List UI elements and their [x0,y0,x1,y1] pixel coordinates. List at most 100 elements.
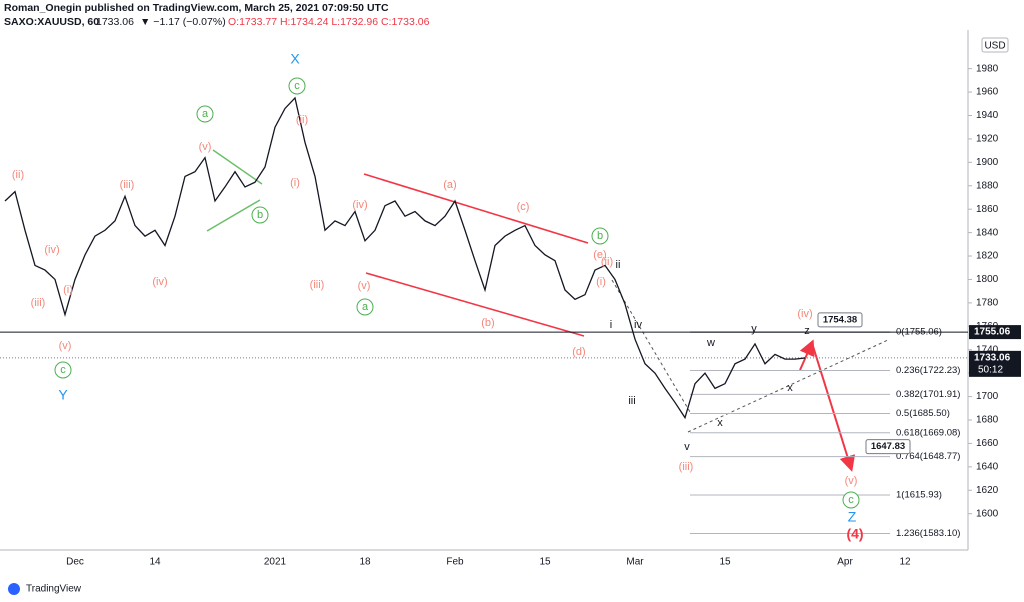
wave-circle [356,298,374,316]
wave-circle [196,105,214,123]
fib-label: 0.618(1669.08) [896,427,960,438]
x-tick-label: 15 [539,557,551,568]
wave-label: (b) [481,317,494,329]
wave-label: (i) [290,177,300,189]
y-tick-label: 1600 [976,508,999,519]
wave-label: c [294,80,300,92]
wave-label: (ii) [12,169,24,181]
wave-circle [842,491,860,509]
wave-label: (e) [593,249,606,261]
triangle-bottom [206,199,261,232]
wave-label: Y [58,387,68,403]
x-tick-label: 12 [899,557,911,568]
y-tick-label: 1640 [976,461,999,472]
change: ▼ −1.17 (−0.07%) [140,16,226,28]
arrow-down [811,342,856,472]
currency: USD [984,41,1005,52]
wave-label: a [202,108,209,120]
wave-label: (d) [572,346,585,358]
wave-label: z [804,325,810,337]
last-price: 1733.06 [96,16,134,28]
y-tick-label: 1620 [976,485,999,496]
wave-label: (4) [846,526,863,542]
price-tag [969,325,1021,340]
countdown: 50:12 [978,364,1003,375]
wave-label: iii [628,395,635,407]
wave-label: (ii) [296,114,308,126]
wave-label: (iv) [352,199,367,211]
y-tick-label: 1660 [976,438,999,449]
y-tick-label: 1700 [976,391,999,402]
wave-circle [591,227,609,245]
wave-label: (iii) [31,297,46,309]
wave-label: (iii) [310,279,325,291]
ohlc: O:1733.77 H:1734.24 L:1732.96 C:1733.06 [228,16,430,28]
wave-label: (v) [59,340,72,352]
symbol: SAXO:XAUUSD, 60 [4,16,99,28]
y-tick-label: 1960 [976,87,999,98]
y-tick-label: 1840 [976,227,999,238]
wave-label: (iv) [44,244,59,256]
x-tick-label: Mar [626,557,644,568]
wave-label: ii [616,259,621,271]
y-tick-label: 1820 [976,251,999,262]
wave-label: (iv) [152,276,167,288]
wave-label: c [848,494,854,506]
wave-label: (iii) [120,179,135,191]
fib-label: 0.5(1685.50) [896,408,950,419]
wave-label: (v) [199,141,212,153]
wave-circle [288,77,306,95]
x-tick-label: 14 [149,557,161,568]
x-tick-label: 15 [719,557,731,568]
wave-circle [54,361,72,379]
currency-box[interactable] [981,37,1009,53]
logo [8,583,20,595]
wave-label: X [290,51,300,67]
wave-label: a [362,301,369,313]
fib-label: 0.764(1648.77) [896,451,960,462]
price-line [4,96,806,420]
target-box [865,439,911,455]
fib-label: 1.236(1583.10) [896,528,960,539]
x-tick-label: 18 [359,557,371,568]
wave-label: Z [848,509,857,525]
y-tick-label: 1740 [976,344,999,355]
x-tick-label: Dec [66,557,84,568]
channel-top [363,173,589,244]
fib-label: 1(1615.93) [896,490,942,501]
y-tick-label: 1800 [976,274,999,285]
wave-label: b [257,209,263,221]
wave-label: x [717,417,723,429]
wave-label: (a) [443,179,456,191]
wave-label: iv [634,319,642,331]
x-tick-label: Apr [837,557,853,568]
y-tick-label: 1920 [976,134,999,145]
y-tick-label: 1860 [976,204,999,215]
y-tick-label: 1780 [976,298,999,309]
wave-label: (v) [845,475,858,487]
y-tick-label: 1980 [976,63,999,74]
wave-label: (ii) [601,256,613,268]
wave-label: (i) [63,284,73,296]
channel-bottom [365,272,585,337]
y-tick-label: 1880 [976,180,999,191]
wave-circle [251,206,269,224]
wave-label: v [684,441,690,453]
fib-label: 0.382(1701.91) [896,389,960,400]
x-tick-label: 2021 [264,557,287,568]
wave-label: x [787,382,793,394]
y-tick-label: 1940 [976,110,999,121]
wave-label: (v) [358,280,371,292]
y-tick-label: 1900 [976,157,999,168]
target-label: 1754.38 [823,314,857,325]
wave-label: (iv) [797,308,812,320]
fib-label: 0.236(1722.23) [896,365,960,376]
wave-label: (i) [596,276,606,288]
price-tag [969,350,1021,377]
wave-label: w [706,337,715,349]
wave-label: c [60,364,66,376]
arrow-up [799,339,815,371]
triangle-top [212,149,263,185]
